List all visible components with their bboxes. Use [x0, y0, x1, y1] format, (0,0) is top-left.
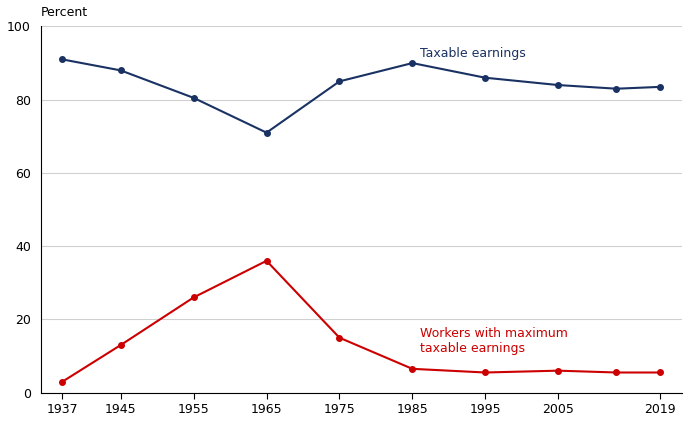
Text: Taxable earnings: Taxable earnings — [420, 47, 526, 60]
Text: Percent: Percent — [41, 6, 88, 19]
Text: Workers with maximum
taxable earnings: Workers with maximum taxable earnings — [420, 327, 568, 355]
